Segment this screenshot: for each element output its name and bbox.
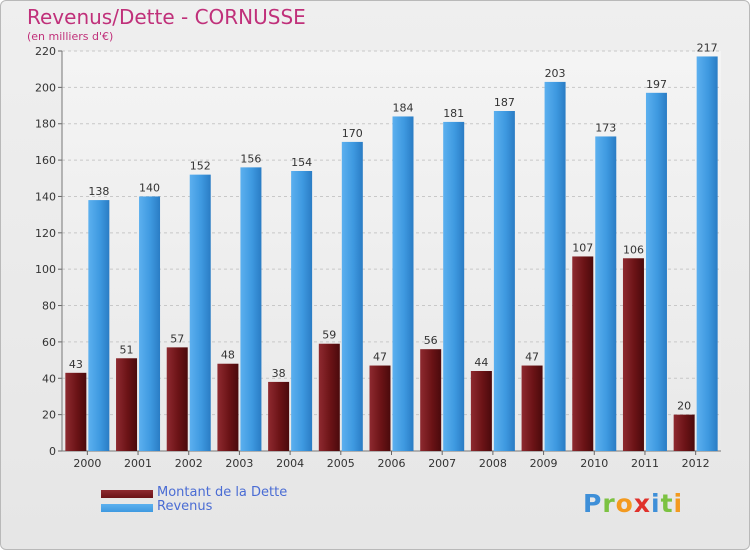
data-label-dette-2012: 20 [677,400,691,413]
legend-label-dette: Montant de la Dette [157,485,288,500]
logo-letter-2: o [615,489,634,518]
data-label-revenus-2005: 170 [342,127,363,140]
bar-revenus-2003 [240,167,262,451]
y-tick-label-100: 100 [35,263,56,276]
data-label-dette-2009: 47 [525,351,539,364]
y-tick-label-180: 180 [35,118,56,131]
bar-revenus-2011 [645,92,667,452]
y-tick-label-120: 120 [35,227,56,240]
x-tick-label-2008: 2008 [479,457,507,470]
data-label-revenus-2009: 203 [545,67,566,80]
data-label-dette-2005: 59 [322,329,336,342]
logo-letter-6: i [673,489,684,518]
x-tick-label-2009: 2009 [530,457,558,470]
x-tick-label-2010: 2010 [580,457,608,470]
proxiti-logo: Proxiti [583,489,683,518]
y-tick-label-220: 220 [35,45,56,58]
bar-dette-2001 [116,358,138,451]
data-label-revenus-2004: 154 [291,156,312,169]
data-label-dette-2006: 47 [373,351,387,364]
bar-revenus-2006 [392,116,414,452]
data-label-dette-2000: 43 [69,358,83,371]
bar-dette-2003 [217,363,239,451]
data-label-revenus-2000: 138 [88,185,109,198]
logo-letter-3: x [633,489,651,518]
data-label-revenus-2002: 152 [190,160,211,173]
data-label-revenus-2011: 197 [646,78,667,91]
bar-revenus-2009 [544,81,566,451]
bar-dette-2009 [521,365,543,451]
data-label-dette-2002: 57 [170,332,184,345]
bar-revenus-2012 [696,56,718,452]
x-tick-label-2007: 2007 [428,457,456,470]
data-label-revenus-2006: 184 [393,101,414,114]
x-tick-label-2003: 2003 [225,457,253,470]
x-tick-label-2002: 2002 [175,457,203,470]
chart-subtitle: (en milliers d'€) [27,30,114,43]
data-label-dette-2003: 48 [221,349,235,362]
bar-revenus-2000 [88,200,110,451]
x-tick-label-2001: 2001 [124,457,152,470]
bar-revenus-2007 [443,121,465,451]
bar-dette-2000 [65,372,87,451]
legend-label-revenus: Revenus [157,499,213,514]
bar-dette-2010 [572,256,594,451]
logo-letter-5: t [660,489,674,518]
data-label-revenus-2007: 181 [443,107,464,120]
data-label-revenus-2010: 173 [595,121,616,134]
data-label-revenus-2001: 140 [139,181,160,194]
bar-revenus-2002 [189,174,211,452]
data-label-revenus-2008: 187 [494,96,515,109]
data-label-dette-2007: 56 [424,334,438,347]
logo-letter-4: i [651,489,661,518]
data-label-revenus-2012: 217 [697,41,718,54]
data-label-dette-2001: 51 [120,343,134,356]
y-tick-label-80: 80 [42,300,56,313]
x-tick-label-2011: 2011 [631,457,659,470]
bar-revenus-2008 [493,111,515,451]
x-tick-label-2005: 2005 [327,457,355,470]
bar-dette-2002 [166,347,188,451]
bar-revenus-2004 [291,171,313,451]
bar-dette-2006 [369,365,391,451]
y-tick-label-160: 160 [35,154,56,167]
legend-swatch-revenus [101,504,153,512]
data-label-dette-2010: 107 [572,241,593,254]
bar-revenus-2001 [139,196,161,451]
bar-revenus-2010 [595,136,617,452]
chart-title: Revenus/Dette - CORNUSSE [27,5,306,29]
data-label-dette-2008: 44 [474,356,488,369]
logo-letter-1: r [602,489,616,518]
x-tick-label-2004: 2004 [276,457,304,470]
legend-swatch-dette [101,490,153,498]
bar-dette-2007 [420,349,442,451]
data-label-dette-2011: 106 [623,243,644,256]
y-tick-label-20: 20 [42,409,56,422]
y-tick-label-200: 200 [35,81,56,94]
bar-dette-2005 [318,343,340,451]
data-label-revenus-2003: 156 [240,152,261,165]
logo-letter-0: P [583,489,603,518]
y-tick-label-0: 0 [49,445,56,458]
bar-revenus-2005 [341,141,363,451]
bar-dette-2011 [622,258,644,451]
y-tick-label-60: 60 [42,336,56,349]
data-label-dette-2004: 38 [272,367,286,380]
x-tick-label-2000: 2000 [73,457,101,470]
bar-dette-2008 [470,371,492,451]
bar-dette-2012 [673,414,695,451]
y-tick-label-40: 40 [42,372,56,385]
bar-dette-2004 [268,381,290,451]
x-tick-label-2012: 2012 [682,457,710,470]
x-tick-label-2006: 2006 [378,457,406,470]
y-tick-label-140: 140 [35,190,56,203]
